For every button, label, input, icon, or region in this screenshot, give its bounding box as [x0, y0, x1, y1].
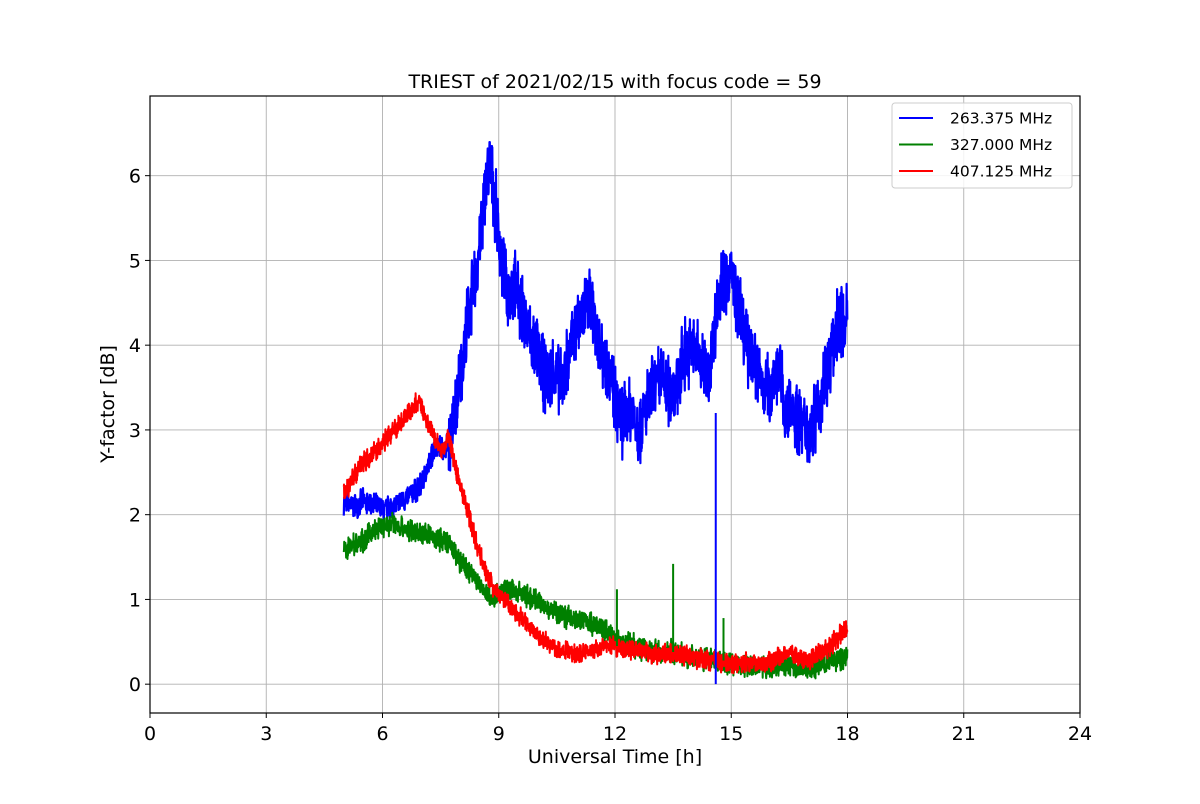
- x-tick-label: 21: [952, 723, 976, 745]
- y-tick-label: 4: [129, 335, 141, 357]
- x-tick-label: 15: [719, 723, 743, 745]
- y-tick-label: 6: [129, 166, 141, 188]
- series-line-0: [342, 141, 849, 521]
- y-tick-label: 3: [129, 420, 141, 442]
- x-tick-label: 0: [144, 723, 156, 745]
- x-tick-label: 3: [260, 723, 272, 745]
- legend-label: 407.125 MHz: [950, 163, 1052, 181]
- series-lines: [342, 141, 849, 685]
- legend-label: 263.375 MHz: [950, 110, 1052, 128]
- x-tick-label: 12: [603, 723, 627, 745]
- legend-label: 327.000 MHz: [950, 136, 1052, 154]
- x-tick-label: 9: [493, 723, 505, 745]
- x-tick-label: 18: [835, 723, 859, 745]
- legend-box: [891, 102, 1073, 189]
- y-tick-label: 0: [129, 674, 141, 696]
- y-tick-label: 5: [129, 250, 141, 272]
- x-tick-label: 24: [1068, 723, 1092, 745]
- x-axis-label: Universal Time [h]: [528, 746, 702, 768]
- chart-title: TRIEST of 2021/02/15 with focus code = 5…: [407, 71, 821, 93]
- chart-legend: 263.375 MHz 327.000 MHz 407.125 MHz: [891, 102, 1073, 189]
- y-tick-label: 2: [129, 505, 141, 527]
- series-line-2: [342, 392, 849, 675]
- y-axis-label: Y-factor [dB]: [97, 345, 119, 464]
- y-tick-label: 1: [129, 589, 141, 611]
- x-tick-label: 6: [376, 723, 388, 745]
